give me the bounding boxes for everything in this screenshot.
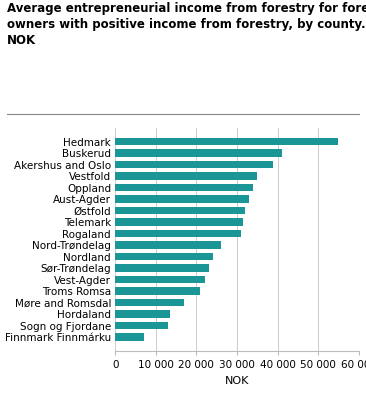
Bar (115, 334, 144, 341)
Bar (115, 149, 281, 157)
Text: Average entrepreneurial income from forestry for forest
owners with positive inc: Average entrepreneurial income from fore… (7, 2, 366, 47)
Bar (115, 218, 243, 226)
Bar (115, 299, 184, 306)
Bar (115, 310, 170, 318)
Bar (115, 241, 221, 249)
Bar (115, 287, 201, 295)
Bar (115, 230, 241, 237)
Bar (115, 322, 168, 330)
Bar (115, 207, 245, 214)
Bar (115, 265, 209, 272)
X-axis label: NOK: NOK (225, 376, 249, 386)
Bar (115, 276, 205, 283)
Bar (115, 184, 253, 192)
Bar (115, 196, 249, 203)
Bar (115, 161, 273, 168)
Bar (115, 172, 257, 180)
Bar (115, 138, 339, 145)
Bar (115, 253, 213, 261)
